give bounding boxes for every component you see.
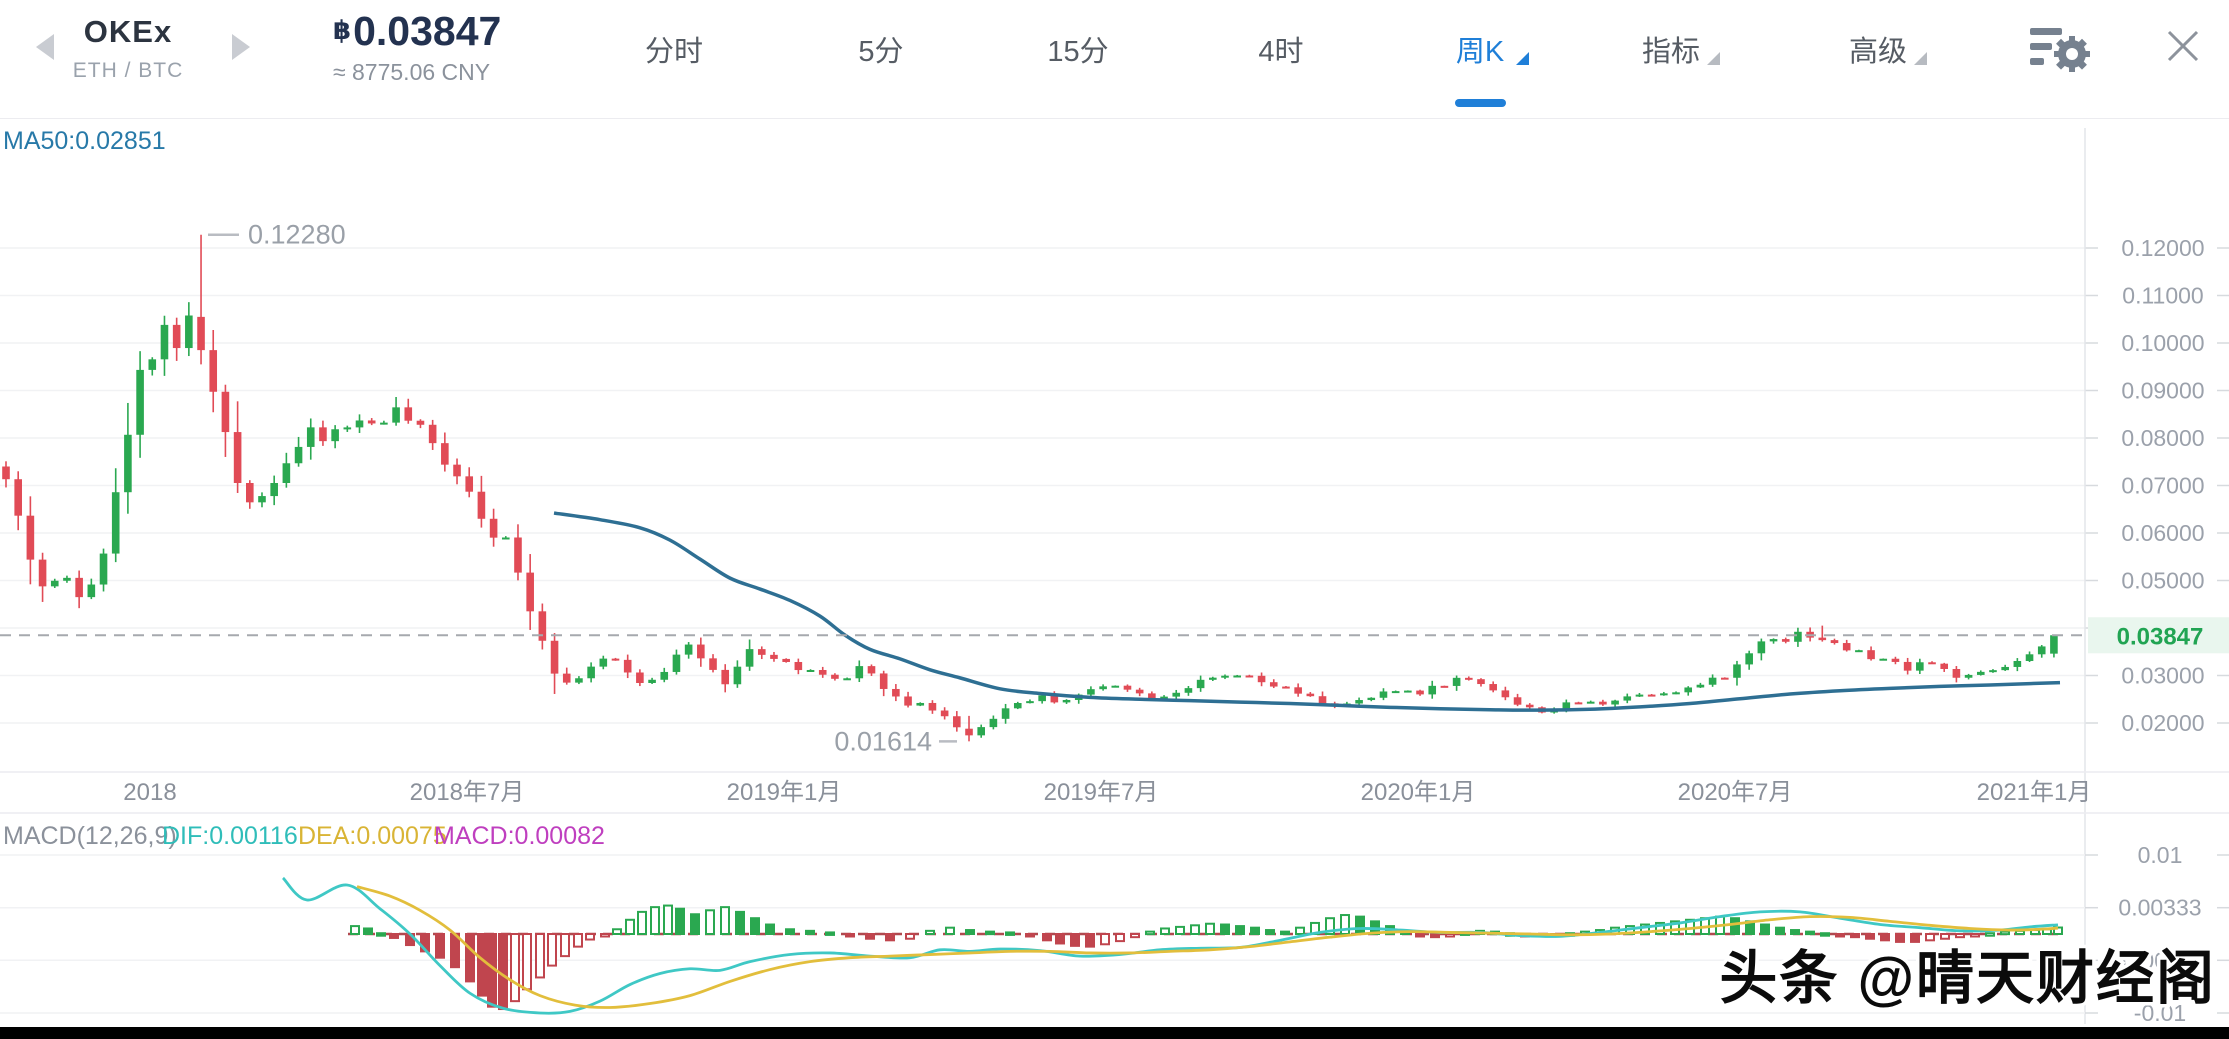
dropdown-triangle-icon[interactable] [1516, 52, 1529, 65]
macd-axis-label: -0.00333 [2115, 947, 2206, 973]
price-axis-label: 0.12000 [2121, 235, 2204, 261]
dea-line [356, 885, 2059, 1009]
ma50-line [553, 511, 2061, 712]
chart-header: OKEx ETH / BTC ฿0.03847 ≈ 8775.06 CNY 分时… [0, 0, 2229, 119]
price-axis-label: 0.08000 [2121, 425, 2204, 451]
time-axis-label: 2020年1月 [1361, 779, 1476, 806]
ma50-indicator-label: MA50:0.02851 [3, 127, 166, 155]
tab-15分[interactable]: 15分 [1047, 36, 1109, 68]
candlestick-series [2, 234, 2058, 742]
price-cny-equivalent: ≈ 8775.06 CNY [333, 59, 491, 85]
macd-axis-label: 0.00333 [2118, 895, 2201, 921]
watermark: 头条 @晴天财经阁 [1719, 946, 2216, 1011]
time-axis-label: 2020年7月 [1678, 779, 1793, 806]
price-axis-label: 0.05000 [2121, 568, 2204, 594]
dif-line [281, 876, 2059, 1015]
price-axis: 0.12000 0.11000 0.10000 0.09000 0.08000 0.070… [2088, 235, 2229, 736]
price-axis-label: 0.09000 [2121, 378, 2204, 404]
pair-name: ETH / BTC [72, 59, 184, 82]
price-annotations: 0.12280 0.01614 [208, 220, 957, 756]
chart-settings-icon[interactable] [2028, 22, 2092, 79]
close-icon[interactable] [2165, 28, 2201, 69]
low-annotation: 0.01614 [834, 726, 932, 756]
exchange-name: OKEx [83, 14, 173, 49]
price-axis-label: 0.06000 [2121, 520, 2204, 546]
tab-高级[interactable]: 高级 [1848, 36, 1908, 68]
tab-周K[interactable]: 周K [1455, 36, 1505, 68]
tab-分时[interactable]: 分时 [644, 36, 704, 68]
macd-panel[interactable]: 0.01 0.00333 -0.00333 -0.01 [0, 842, 2229, 1026]
pair-title-block: OKEx ETH / BTC [73, 14, 184, 83]
time-axis: 2018 2018年7月 2019年1月 2019年7月 2020年1月 2020年7月 2… [123, 779, 2091, 806]
price-axis-label: 0.03000 [2121, 663, 2204, 689]
active-tab-underline [1455, 99, 1506, 107]
main-chart-panel[interactable]: 0.12280 0.01614 [0, 128, 2229, 1024]
bottom-bar [0, 1027, 2229, 1039]
time-axis-label: 2019年7月 [1044, 779, 1159, 806]
time-axis-label: 2018年7月 [410, 779, 525, 806]
current-price-tag-text: 0.03847 [2117, 623, 2204, 650]
macd-params-label: MACD(12,26,9) [3, 822, 177, 850]
time-axis-label: 2019年1月 [727, 779, 842, 806]
price-axis-label: 0.07000 [2121, 473, 2204, 499]
time-axis-label: 2018 [123, 779, 176, 806]
btc-currency-symbol: ฿ [333, 15, 352, 45]
tab-指标[interactable]: 指标 [1641, 36, 1701, 68]
gear-icon [2054, 36, 2090, 72]
price-axis-label: 0.10000 [2121, 330, 2204, 356]
current-price-tag [2088, 617, 2229, 654]
last-price: ฿0.03847 [333, 8, 501, 53]
price-axis-label: 0.11000 [2122, 283, 2203, 309]
tab-5分[interactable]: 5分 [858, 36, 904, 68]
price-block: ฿0.03847 ≈ 8775.06 CNY [333, 8, 501, 86]
prev-pair-arrow-icon[interactable] [36, 34, 54, 60]
macd-hist-value: MACD:0.00082 [434, 822, 605, 850]
macd-dif-value: DIF:0.00116 [162, 822, 298, 850]
time-axis-label: 2021年1月 [1977, 779, 2092, 806]
tab-4时[interactable]: 4时 [1258, 36, 1304, 68]
macd-axis-label: 0.01 [2138, 842, 2183, 868]
last-price-value: 0.03847 [353, 8, 502, 54]
high-annotation: 0.12280 [248, 220, 346, 250]
macd-dea-value: DEA:0.00075 [298, 822, 447, 850]
price-axis-label: 0.02000 [2121, 710, 2204, 736]
dropdown-triangle-icon[interactable] [1914, 52, 1927, 65]
next-pair-arrow-icon[interactable] [232, 34, 250, 60]
macd-axis-label: -0.01 [2134, 1000, 2186, 1026]
dropdown-triangle-icon[interactable] [1707, 52, 1720, 65]
